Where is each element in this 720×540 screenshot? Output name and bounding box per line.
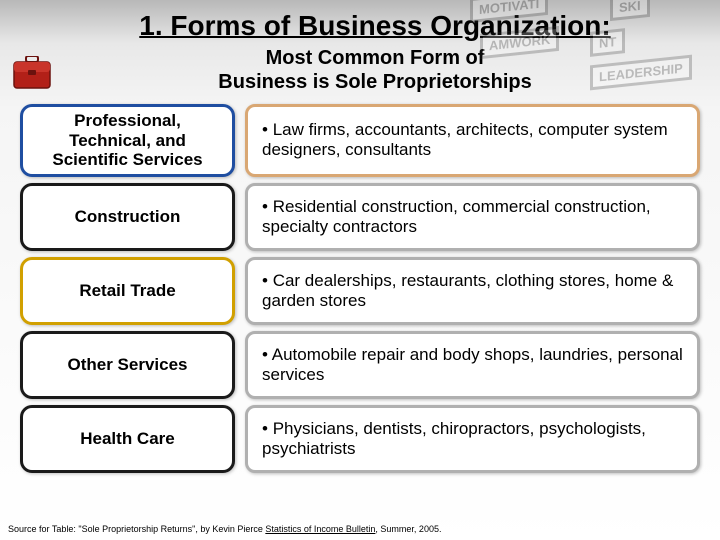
category-cell: Health Care <box>20 405 235 473</box>
description-text: Physicians, dentists, chiropractors, psy… <box>262 419 683 459</box>
description-cell: Car dealerships, restaurants, clothing s… <box>245 257 700 325</box>
briefcase-icon <box>12 56 52 90</box>
table-row: Professional, Technical, and Scientific … <box>20 104 700 177</box>
category-cell: Professional, Technical, and Scientific … <box>20 104 235 177</box>
source-underlined: Statistics of Income Bulletin <box>265 524 375 534</box>
source-text: Source for Table: "Sole Proprietorship R… <box>8 524 265 534</box>
description-cell: Automobile repair and body shops, laundr… <box>245 331 700 399</box>
description-cell: Physicians, dentists, chiropractors, psy… <box>245 405 700 473</box>
table-row: Health Care Physicians, dentists, chirop… <box>20 405 700 473</box>
description-text: Car dealerships, restaurants, clothing s… <box>262 271 683 311</box>
description-text: Residential construction, commercial con… <box>262 197 683 237</box>
slide-header: 1. Forms of Business Organization: Most … <box>0 0 720 98</box>
table-row: Other Services Automobile repair and bod… <box>20 331 700 399</box>
slide-title: 1. Forms of Business Organization: <box>60 10 690 42</box>
categories-table: Professional, Technical, and Scientific … <box>0 98 720 473</box>
category-cell: Retail Trade <box>20 257 235 325</box>
subtitle-line: Most Common Form of <box>266 47 485 69</box>
source-text: , Summer, 2005. <box>375 524 441 534</box>
description-cell: Residential construction, commercial con… <box>245 183 700 251</box>
slide-subtitle: Most Common Form of Business is Sole Pro… <box>60 46 690 94</box>
category-cell: Other Services <box>20 331 235 399</box>
subtitle-line: Business is Sole Proprietorships <box>218 71 531 93</box>
description-text: Automobile repair and body shops, laundr… <box>262 345 683 385</box>
source-citation: Source for Table: "Sole Proprietorship R… <box>8 524 441 534</box>
table-row: Construction Residential construction, c… <box>20 183 700 251</box>
description-cell: Law firms, accountants, architects, comp… <box>245 104 700 177</box>
category-cell: Construction <box>20 183 235 251</box>
table-row: Retail Trade Car dealerships, restaurant… <box>20 257 700 325</box>
description-text: Law firms, accountants, architects, comp… <box>262 120 683 160</box>
